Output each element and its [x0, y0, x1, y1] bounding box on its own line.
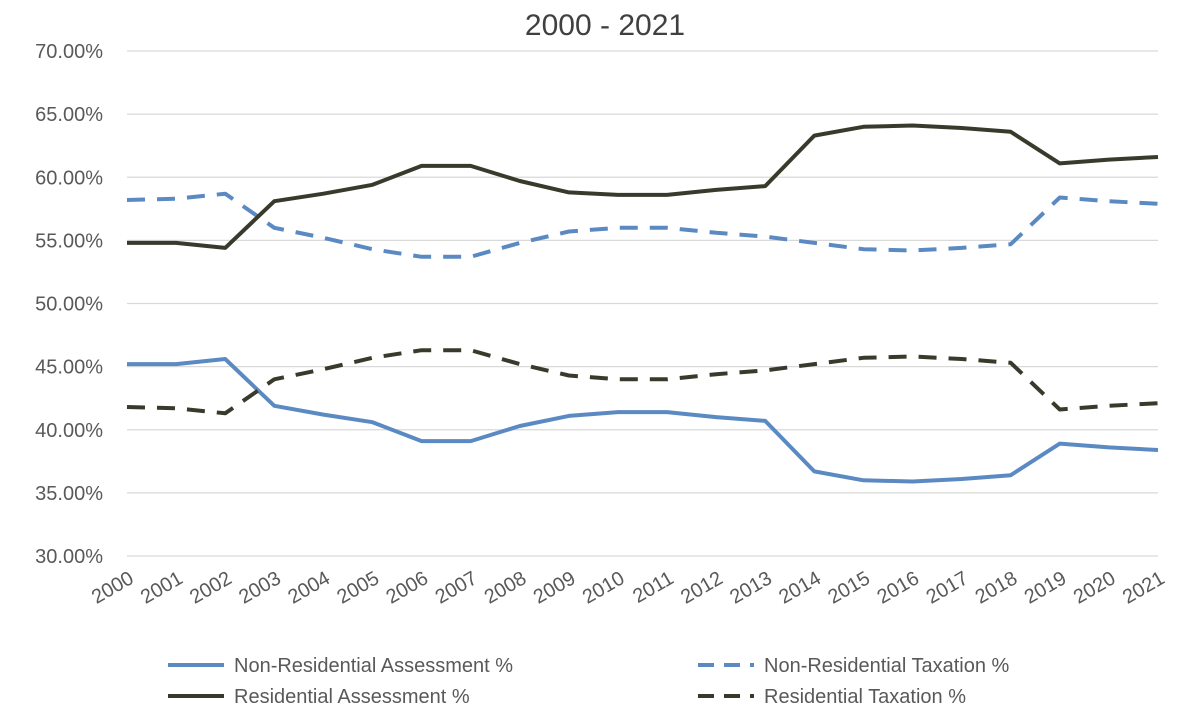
x-tick-label: 2015 — [824, 567, 874, 608]
x-tick-label: 2013 — [726, 567, 776, 608]
x-tick-label: 2014 — [775, 567, 825, 608]
y-tick-label: 65.00% — [35, 104, 103, 126]
x-tick-label: 2012 — [677, 567, 727, 608]
x-tick-label: 2019 — [1021, 567, 1071, 608]
legend-label: Non-Residential Assessment % — [234, 655, 513, 677]
x-tick-label: 2016 — [873, 567, 923, 608]
legend: Non-Residential Assessment % Non-Resident… — [168, 655, 1010, 708]
x-tick-label: 2018 — [972, 567, 1022, 608]
legend-item-residential-taxation-pct: Residential Taxation % — [698, 686, 966, 708]
x-tick-label: 2011 — [629, 567, 677, 608]
x-tick-label: 2020 — [1070, 567, 1120, 608]
x-tick-label: 2010 — [579, 567, 629, 608]
y-tick-label: 45.00% — [35, 357, 103, 379]
y-tick-label: 35.00% — [35, 483, 103, 505]
x-tick-label: 2009 — [530, 567, 580, 608]
legend-item-residential-assessment-pct: Residential Assessment % — [168, 686, 470, 708]
legend-item-non-residential-taxation-pct: Non-Residential Taxation % — [698, 655, 1010, 677]
legend-item-non-residential-assessment-pct: Non-Residential Assessment % — [168, 655, 513, 677]
x-tick-label: 2007 — [432, 567, 482, 608]
gridlines — [127, 50, 1158, 557]
series-lines — [126, 123, 1159, 484]
y-tick-label: 30.00% — [35, 546, 103, 568]
y-tick-label: 60.00% — [35, 167, 103, 189]
x-tick-label: 2001 — [137, 567, 187, 608]
x-tick-label: 2002 — [186, 567, 236, 608]
legend-label: Residential Taxation % — [764, 686, 966, 708]
y-tick-label: 40.00% — [35, 420, 103, 442]
x-tick-label: 2004 — [284, 567, 334, 608]
y-tick-label: 50.00% — [35, 294, 103, 316]
y-tick-label: 70.00% — [35, 41, 103, 63]
x-axis-ticks: 2000 2001 2002 2003 2004 2005 2006 2007 2008 2009… — [88, 567, 1169, 608]
x-tick-label: 2006 — [383, 567, 433, 608]
series-line-non-residential-taxation-pct — [126, 191, 1159, 259]
x-tick-label: 2017 — [923, 567, 973, 608]
x-tick-label: 2021 — [1119, 567, 1169, 608]
x-tick-label: 2003 — [235, 567, 285, 608]
x-tick-label: 2005 — [333, 567, 383, 608]
x-tick-label: 2000 — [88, 567, 138, 608]
series-line-residential-taxation-pct — [126, 348, 1159, 416]
y-axis-ticks: 30.00% 35.00% 40.00% 45.00% 50.00% 55.00% 60.0… — [35, 41, 103, 568]
x-tick-label: 2008 — [481, 567, 531, 608]
legend-label: Residential Assessment % — [234, 686, 470, 708]
y-tick-label: 55.00% — [35, 230, 103, 252]
chart-title: 2000 - 2021 — [525, 9, 685, 42]
series-line-residential-assessment-pct — [127, 123, 1159, 250]
legend-label: Non-Residential Taxation % — [764, 655, 1010, 677]
series-line-non-residential-assessment-pct — [127, 357, 1159, 484]
